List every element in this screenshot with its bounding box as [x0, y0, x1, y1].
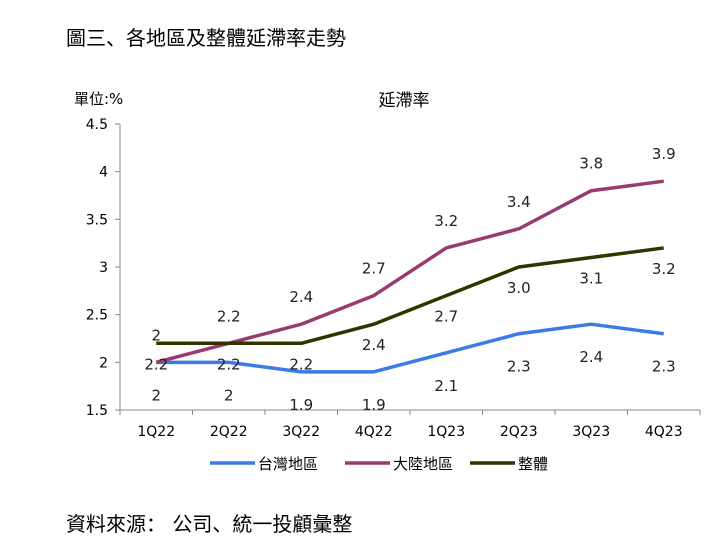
- x-tick-label: 1Q22: [137, 424, 175, 440]
- x-tick-label: 3Q22: [282, 424, 320, 440]
- data-label: 2.2: [217, 355, 241, 373]
- data-label: 3.9: [652, 145, 676, 163]
- legend-label: 大陸地區: [393, 455, 453, 473]
- series-lines: [155, 179, 664, 374]
- data-label: 2.4: [289, 288, 313, 306]
- series-line-2: [155, 179, 664, 365]
- x-tick-label: 4Q23: [645, 424, 683, 440]
- data-label: 3.2: [652, 260, 676, 278]
- y-tick-label: 2.5: [86, 308, 108, 324]
- x-tick-label: 2Q22: [210, 424, 248, 440]
- x-tick-label: 2Q23: [500, 424, 538, 440]
- y-tick-label: 3: [99, 260, 108, 276]
- source-note: 資料來源： 公司、統一投顧彙整: [66, 512, 353, 536]
- legend: 台灣地區 大陸地區 整體: [210, 455, 548, 473]
- data-label: 2.2: [144, 355, 168, 373]
- axes: 1.5 2 2.5 3 3.5 4 4.5 1Q22 2Q22 3Q22 4Q22 1Q23 2Q23 3…: [86, 117, 701, 440]
- data-label: 2.1: [434, 377, 458, 395]
- series-line-1: [156, 322, 664, 374]
- data-label: 3.0: [507, 279, 531, 297]
- data-label: 2: [224, 386, 234, 404]
- data-label: 2: [151, 326, 161, 344]
- y-tick-label: 4: [99, 165, 108, 181]
- chart-title: 延滯率: [379, 91, 430, 111]
- data-label: 1.9: [362, 396, 386, 414]
- data-label: 2.2: [217, 307, 241, 325]
- figure-title: 圖三、各地區及整體延滯率走勢: [66, 26, 346, 50]
- data-label: 2.7: [362, 260, 386, 278]
- legend-label: 整體: [518, 455, 548, 473]
- data-label: 2.4: [579, 348, 603, 366]
- data-label: 2.2: [289, 355, 313, 373]
- legend-label: 台灣地區: [258, 455, 318, 473]
- data-label: 2.3: [652, 358, 676, 376]
- line-chart: 單位:% 延滯率 1.5 2 2.5 3 3.5 4 4.5 1Q22 2Q22 3Q22 4Q22…: [74, 90, 701, 473]
- data-label: 3.4: [507, 193, 531, 211]
- y-tick-label: 1.5: [86, 403, 108, 419]
- data-label: 3.1: [579, 269, 603, 287]
- data-label: 2.4: [362, 336, 386, 354]
- data-label: 1.9: [289, 396, 313, 414]
- data-label: 2.3: [507, 358, 531, 376]
- data-label: 2: [151, 386, 161, 404]
- x-tick-label: 1Q23: [427, 424, 465, 440]
- x-tick-label: 3Q23: [572, 424, 610, 440]
- data-labels: 2 2 1.9 1.9 2.1 2.3 2.4 2.3 2 2.2 2.4 2.7 3.2 3.4 3.8 3…: [144, 145, 675, 414]
- data-label: 3.8: [579, 155, 603, 173]
- unit-label: 單位:%: [74, 90, 123, 108]
- y-tick-label: 3.5: [86, 212, 108, 228]
- data-label: 2.7: [434, 308, 458, 326]
- y-tick-label: 2: [99, 355, 108, 371]
- x-tick-label: 4Q22: [355, 424, 393, 440]
- y-tick-label: 4.5: [86, 117, 108, 133]
- series-line-3: [156, 246, 664, 346]
- data-label: 3.2: [434, 212, 458, 230]
